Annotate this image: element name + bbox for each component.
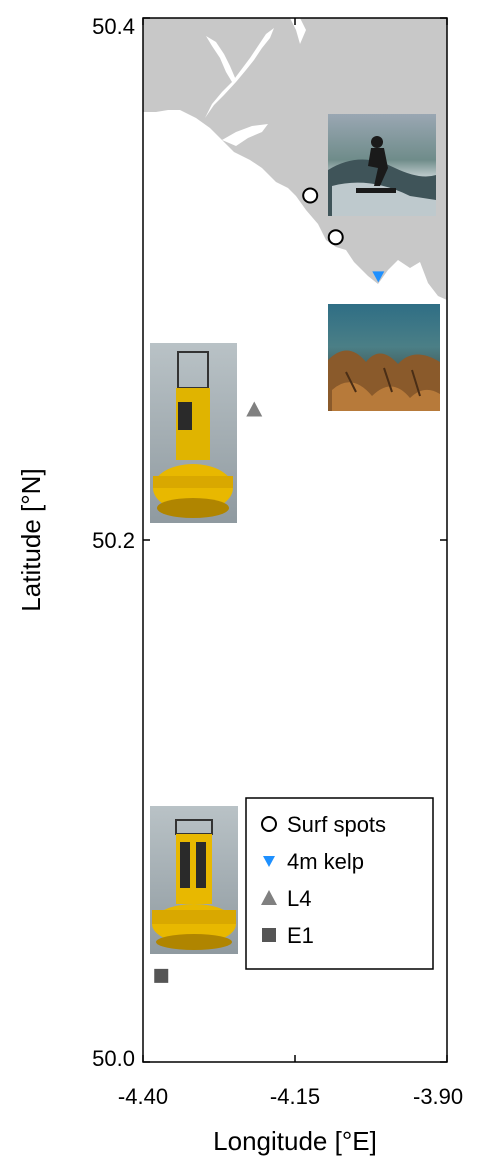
legend-marker-e1 (262, 928, 276, 942)
e1-buoy-photo (150, 806, 238, 954)
x-tick-label: -3.90 (413, 1084, 463, 1109)
legend-marker-surf-spots (261, 816, 277, 832)
legend-marker-4m-kelp (263, 856, 275, 867)
y-axis-label: Latitude [°N] (16, 468, 46, 611)
y-tick-label: 50.0 (92, 1046, 135, 1071)
x-axis-label: Longitude [°E] (213, 1126, 377, 1156)
kelp-photo (328, 304, 440, 411)
legend-label-l4: L4 (287, 886, 311, 911)
marker-l4 (246, 401, 263, 417)
legend-label-surf-spots: Surf spots (287, 812, 386, 837)
legend-label-e1: E1 (287, 923, 314, 948)
legend-box (245, 797, 434, 970)
x-tick-label: -4.40 (118, 1084, 168, 1109)
legend: Surf spots 4m kelp L4 E1 (245, 797, 434, 970)
legend-marker-l4 (261, 890, 277, 905)
legend-label-4m-kelp: 4m kelp (287, 849, 364, 874)
data-markers (154, 187, 385, 983)
surfer-photo (328, 114, 436, 216)
y-tick-label: 50.4 (92, 14, 135, 39)
l4-buoy-photo (150, 343, 237, 523)
axis-ticks: -4.40 -4.15 -3.90 50.0 50.2 50.4 (92, 14, 463, 1109)
y-tick-label: 50.2 (92, 528, 135, 553)
marker-surf-spots (327, 229, 344, 246)
marker-surf-spots (302, 187, 319, 204)
marker-e1 (154, 968, 169, 983)
marker-4m-kelp (372, 271, 385, 283)
x-tick-label: -4.15 (270, 1084, 320, 1109)
coastline-land (143, 18, 447, 300)
